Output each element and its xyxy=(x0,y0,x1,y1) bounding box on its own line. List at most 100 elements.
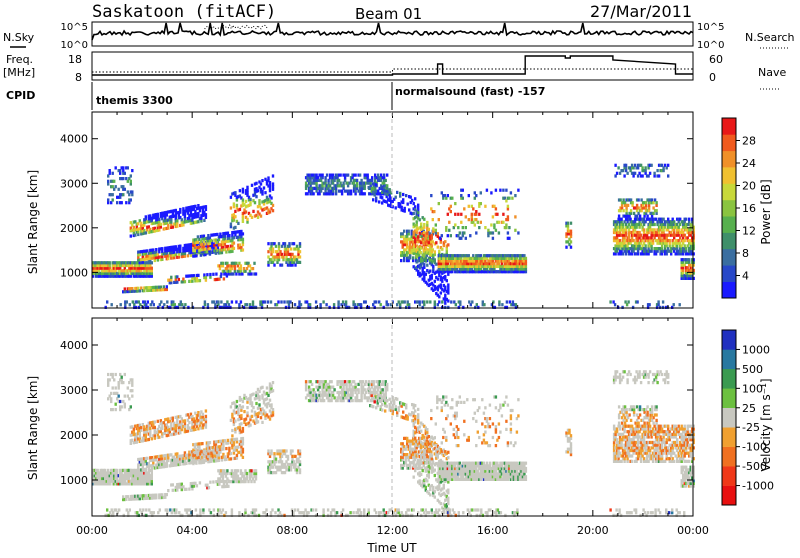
echo-cell xyxy=(339,174,341,177)
echo-cell xyxy=(356,179,358,182)
echo-cell xyxy=(220,300,222,303)
echo-cell xyxy=(285,306,287,309)
echo-cell xyxy=(428,228,430,231)
echo-cell xyxy=(685,218,687,221)
freq-label-line2: [MHz] xyxy=(3,66,35,79)
echo-cell xyxy=(245,200,247,203)
echo-cell xyxy=(272,209,274,212)
echo-cell xyxy=(246,472,248,475)
colorbar-tick-label: 24 xyxy=(742,157,756,170)
echo-cell xyxy=(228,234,230,237)
velocity-echo-cells xyxy=(92,370,695,517)
echo-cell xyxy=(215,273,217,276)
echo-cell xyxy=(658,174,660,177)
noise-search-trace xyxy=(205,25,268,29)
echo-cell xyxy=(243,410,245,413)
echo-cell xyxy=(130,180,132,183)
echo-cell xyxy=(205,213,207,216)
echo-cell xyxy=(170,276,172,279)
echo-cell xyxy=(203,219,205,222)
echo-cell xyxy=(151,267,153,270)
echo-cell xyxy=(110,397,112,400)
echo-cell xyxy=(252,210,254,213)
echo-cell xyxy=(448,221,450,224)
echo-cell xyxy=(111,303,113,306)
echo-cell xyxy=(237,407,239,410)
echo-cell xyxy=(167,224,169,227)
echo-cell xyxy=(110,392,112,395)
echo-cell xyxy=(245,210,247,213)
echo-cell xyxy=(438,295,440,298)
echo-cell xyxy=(187,254,189,257)
echo-cell xyxy=(113,180,115,183)
echo-cell xyxy=(155,248,157,251)
echo-cell xyxy=(434,258,436,261)
echo-cell xyxy=(650,164,652,167)
echo-cell xyxy=(124,172,126,175)
echo-cell xyxy=(419,300,421,303)
echo-cell xyxy=(570,222,572,225)
echo-cell xyxy=(197,212,199,215)
echo-cell xyxy=(277,300,279,303)
echo-cell xyxy=(354,174,356,177)
echo-cell xyxy=(438,218,440,221)
echo-cell xyxy=(434,280,436,283)
echo-cell xyxy=(124,395,126,398)
echo-cell xyxy=(387,303,389,306)
echo-cell xyxy=(639,215,641,218)
echo-cell xyxy=(514,194,516,197)
echo-cell xyxy=(240,300,242,303)
echo-cell xyxy=(498,221,500,224)
echo-cell xyxy=(499,189,501,192)
echo-cell xyxy=(667,174,669,177)
echo-cell xyxy=(252,406,254,409)
echo-cell xyxy=(381,196,383,199)
echo-cell xyxy=(230,405,232,408)
echo-cell xyxy=(122,381,124,384)
power-colorbar-label: Power [dB] xyxy=(759,179,773,244)
colorbar-tick-label: 20 xyxy=(742,180,756,193)
nsearch-label: N.Search xyxy=(745,31,795,44)
echo-cell xyxy=(631,201,633,204)
echo-cell xyxy=(205,423,207,426)
echo-cell xyxy=(496,213,498,216)
echo-cell xyxy=(414,197,416,200)
echo-cell xyxy=(197,427,199,430)
echo-cell xyxy=(501,303,503,306)
echo-cell xyxy=(492,215,494,218)
cpid-strip: CPID themis 3300 normalsound (fast) -157 xyxy=(6,82,545,110)
echo-cell xyxy=(505,189,507,192)
echo-cell xyxy=(465,237,467,240)
echo-cell xyxy=(502,221,504,224)
echo-cell xyxy=(359,174,361,177)
date-title: 27/Mar/2011 xyxy=(590,2,692,21)
echo-cell xyxy=(468,205,470,208)
echo-cell xyxy=(426,221,428,224)
echo-cell xyxy=(129,303,131,306)
echo-cell xyxy=(444,240,446,243)
echo-cell xyxy=(462,226,464,229)
echo-cell xyxy=(210,460,212,463)
y-tick-label: 4000 xyxy=(60,133,88,146)
echo-cell xyxy=(172,483,174,486)
echo-cell xyxy=(272,408,274,411)
echo-cell xyxy=(508,226,510,229)
echo-cell xyxy=(151,437,153,440)
echo-cell xyxy=(505,223,507,226)
echo-cell xyxy=(112,408,114,411)
echo-cell xyxy=(233,247,235,250)
echo-cell xyxy=(662,300,664,303)
echo-cell xyxy=(146,457,148,460)
echo-cell xyxy=(293,242,295,245)
echo-cell xyxy=(450,300,452,303)
nave-tick-low: 0 xyxy=(709,71,716,84)
echo-cell xyxy=(423,223,425,226)
echo-cell xyxy=(270,384,272,387)
echo-cell xyxy=(413,212,415,215)
echo-cell xyxy=(570,246,572,249)
echo-cell xyxy=(130,405,132,408)
echo-cell xyxy=(115,166,117,169)
echo-cell xyxy=(107,198,109,201)
echo-cell xyxy=(468,194,470,197)
echo-cell xyxy=(261,386,263,389)
